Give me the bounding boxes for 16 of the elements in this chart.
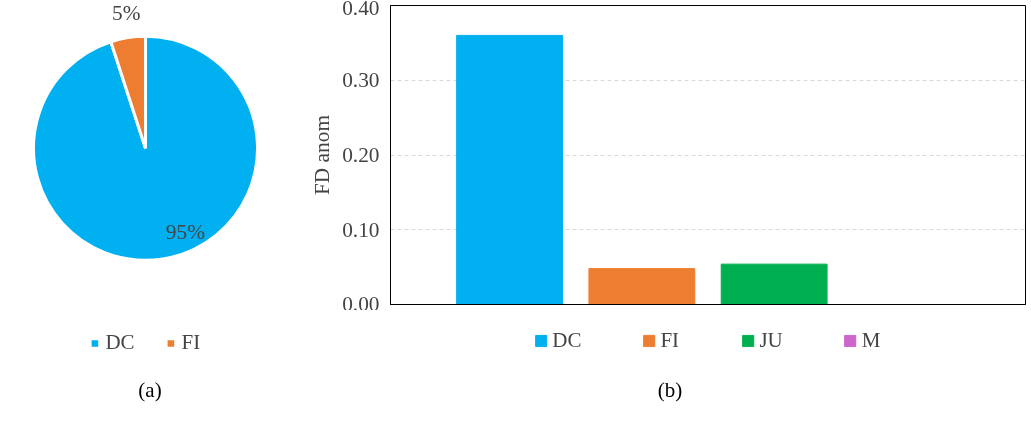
y-tick-label: 0.10	[342, 217, 380, 242]
legend-label: DC	[105, 330, 135, 355]
legend-label: FI	[181, 330, 202, 355]
data-label: 95%	[165, 219, 206, 244]
y-tick-label: 0.30	[342, 68, 380, 93]
legend-label: JU	[759, 327, 783, 353]
text: (a)	[138, 377, 162, 404]
legend-label: M	[861, 327, 882, 353]
y-tick-label: 0.00	[342, 291, 380, 316]
text: (b)	[657, 377, 683, 404]
y-tick-label: 0.20	[342, 143, 380, 167]
data-label: 5%	[112, 1, 141, 26]
legend-label: DC	[552, 327, 582, 353]
legend-label: FI	[660, 327, 681, 353]
y-axis-title: FD anom	[310, 114, 335, 195]
y-tick-label: 0.40	[342, 0, 380, 20]
